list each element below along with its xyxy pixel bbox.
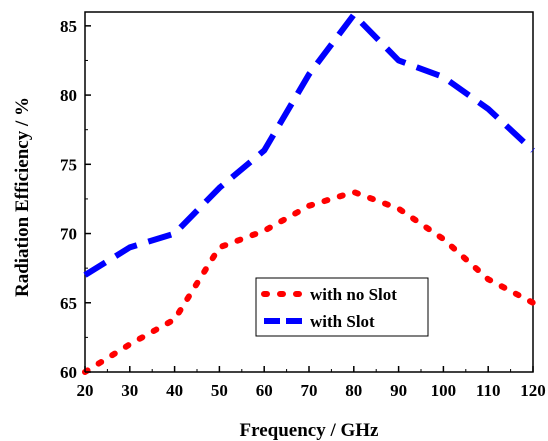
y-tick-label: 80: [60, 86, 77, 105]
x-tick-label: 20: [77, 381, 94, 400]
x-tick-label: 100: [431, 381, 457, 400]
legend: with no Slot with Slot: [255, 277, 429, 337]
x-tick-label: 50: [211, 381, 228, 400]
x-tick-label: 30: [121, 381, 138, 400]
tick-layer: 20 30 40 50 60 70 80 90 100 110 120 60 65 70 75 80 85: [60, 17, 546, 400]
y-tick-label: 60: [60, 363, 77, 382]
legend-label-slot: with Slot: [310, 312, 375, 331]
legend-box: [255, 277, 429, 337]
legend-label-no-slot: with no Slot: [310, 285, 397, 304]
y-axis-title: Radiation Efficiency / %: [12, 97, 33, 297]
y-tick-label: 85: [60, 17, 77, 36]
y-tick-label: 65: [60, 294, 77, 313]
x-tick-label: 60: [256, 381, 273, 400]
x-tick-label: 70: [301, 381, 318, 400]
y-tick-label: 75: [60, 155, 77, 174]
x-axis-title: Frequency / GHz: [240, 420, 380, 441]
series-line-1: [83, 11, 536, 278]
series-layer: [82, 11, 536, 375]
y-tick-label: 70: [60, 225, 77, 244]
x-tick-label: 110: [476, 381, 501, 400]
x-tick-label: 90: [390, 381, 407, 400]
x-tick-label: 120: [520, 381, 546, 400]
x-tick-label: 40: [166, 381, 183, 400]
x-tick-label: 80: [345, 381, 362, 400]
